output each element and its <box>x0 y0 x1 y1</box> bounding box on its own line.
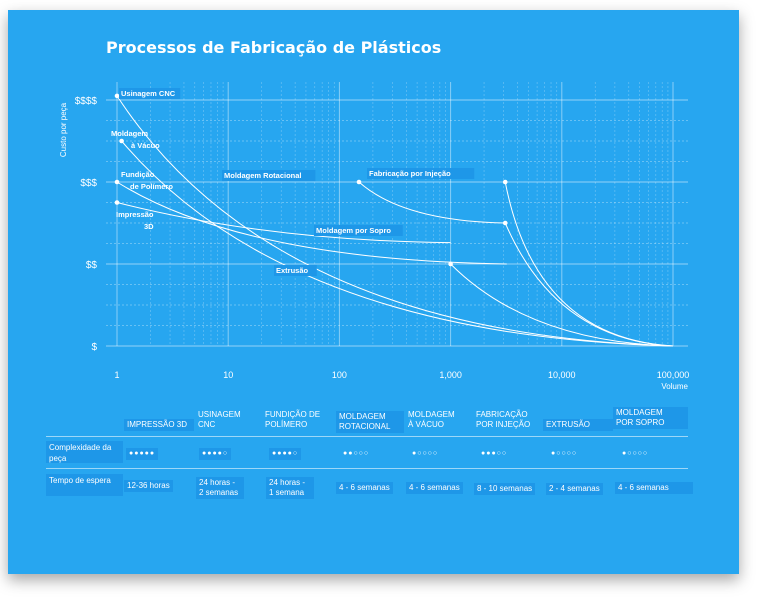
lead-time-moldagem-sopro: 4 - 6 semanas <box>615 482 693 494</box>
label-moldagem-rotacional: Moldagem Rotacional <box>224 171 302 180</box>
complexity-rating: ●●○○○ <box>343 450 370 457</box>
complexity-rating: ●○○○○ <box>412 450 439 457</box>
moldagem-a-vacuo-curve <box>121 140 674 347</box>
complexity-rating: ●●●●○ <box>269 448 302 460</box>
label-fundicao-l2: de Polímero <box>130 182 173 191</box>
label-fundicao-l1: Fundição <box>121 170 155 179</box>
col-header-usinagem-cnc: USINAGEM CNC <box>195 409 250 431</box>
complexity-rating: ●●●●○ <box>199 448 232 460</box>
label-moldagem-sopro-bg <box>314 225 403 236</box>
complexity-rating: ●●●○○ <box>481 450 508 457</box>
usinagem-cnc-curve <box>116 95 674 347</box>
table-separator <box>46 468 688 469</box>
col-header-moldagem-vacuo: MOLDAGEM À VÁCUO <box>408 410 455 429</box>
label-extrusao: Extrusão <box>276 266 309 275</box>
y-tick-label: $$$ <box>80 178 97 189</box>
col-header-moldagem-sopro: MOLDAGEM POR SOPRO <box>613 407 688 429</box>
lead-time-fundicao: 24 horas - 1 semana <box>266 477 314 499</box>
lead-time-moldagem-vacuo: 4 - 6 semanas <box>406 482 463 494</box>
grid <box>106 82 688 347</box>
data-point-marker <box>502 220 508 226</box>
axes: $$$$$$$$$$1 10 100 1,000 10,000 100,000Volume… <box>59 96 689 391</box>
col-header-impressao-3d: IMPRESSÃO 3D <box>124 419 194 431</box>
col-header-usinagem-cnc-l2: CNC <box>198 420 216 429</box>
row-label-complexity: Complexidade da peça <box>46 441 123 463</box>
complexity-rating: ●○○○○ <box>622 450 649 457</box>
data-point-marker <box>448 261 453 267</box>
data-point-marker <box>114 200 120 205</box>
label-impressao-l1: Impressão <box>116 210 154 219</box>
extrusao-curve <box>450 263 674 347</box>
data-point-marker <box>502 179 508 185</box>
lead-time-moldagem-rotacional: 4 - 6 semanas <box>336 482 393 494</box>
table-separator <box>46 436 688 437</box>
lead-time-impressao-3d: 12-36 horas <box>124 480 173 492</box>
complexity-rating: ●●●●● <box>126 448 159 460</box>
label-usinagem-cnc-bg <box>119 88 181 99</box>
label-moldagem-vacuo-l1: Moldagem <box>111 129 148 138</box>
x-tick-label: 1,000 <box>439 370 462 380</box>
impressao-3d-curve <box>116 202 451 244</box>
x-tick-label: 100 <box>332 370 347 380</box>
x-tick-label: 1 <box>114 370 119 380</box>
label-moldagem-vacuo-l2: à Vácuo <box>131 141 160 150</box>
row-label-lead-time: Tempo de espera <box>46 474 123 496</box>
col-header-fabricacao-injecao: FABRICAÇÃO POR INJEÇÃO <box>476 410 531 429</box>
complexity-rating: ●○○○○ <box>551 450 578 457</box>
data-point-marker <box>114 93 120 99</box>
y-tick-label: $ <box>91 342 97 353</box>
col-header-moldagem-rotacional: MOLDAGEM ROTACIONAL <box>336 411 404 433</box>
label-impressao-l2: 3D <box>144 222 154 231</box>
curves <box>114 93 674 347</box>
label-fabricacao-injecao-bg <box>367 168 475 179</box>
y-tick-label: $$$$ <box>75 96 98 107</box>
col-header-usinagem-cnc-l1: USINAGEM <box>198 410 241 419</box>
fabricacao-por-injecao-curve <box>504 181 674 347</box>
lead-time-usinagem-cnc: 24 horas - 2 semanas <box>196 477 244 499</box>
label-fabricacao-injecao: Fabricação por Injeção <box>369 169 451 178</box>
data-point-marker <box>119 138 124 144</box>
label-moldagem-sopro: Moldagem por Sopro <box>316 226 391 235</box>
lead-time-extrusao: 2 - 4 semanas <box>546 483 603 495</box>
curve-labels: Usinagem CNC Moldagem à Vácuo Fundição de Po… <box>111 88 475 276</box>
x-tick-label: 10 <box>223 370 233 380</box>
label-extrusao-bg <box>274 265 317 276</box>
col-header-extrusao: EXTRUSÃO <box>543 419 613 431</box>
chart-title: Processos de Fabricação de Plásticos <box>106 38 442 57</box>
label-usinagem-cnc: Usinagem CNC <box>121 89 176 98</box>
col-header-fundicao: FUNDIÇÃO DE POLÍMERO <box>265 410 321 429</box>
moldagem-rotacional-curve <box>358 181 506 224</box>
y-tick-label: $$ <box>86 260 98 271</box>
x-axis-label: Volume <box>661 382 688 391</box>
data-point-marker <box>114 179 120 185</box>
lead-time-fabricacao-injecao: 8 - 10 semanas <box>474 483 536 495</box>
x-tick-label: 10,000 <box>548 370 576 380</box>
x-tick-label: 100,000 <box>657 370 690 380</box>
fundicao-de-polimero-curve <box>116 181 507 265</box>
label-moldagem-rotacional-bg <box>222 170 316 181</box>
data-point-marker <box>356 179 362 185</box>
y-axis-label: Custo por peça <box>59 102 68 157</box>
